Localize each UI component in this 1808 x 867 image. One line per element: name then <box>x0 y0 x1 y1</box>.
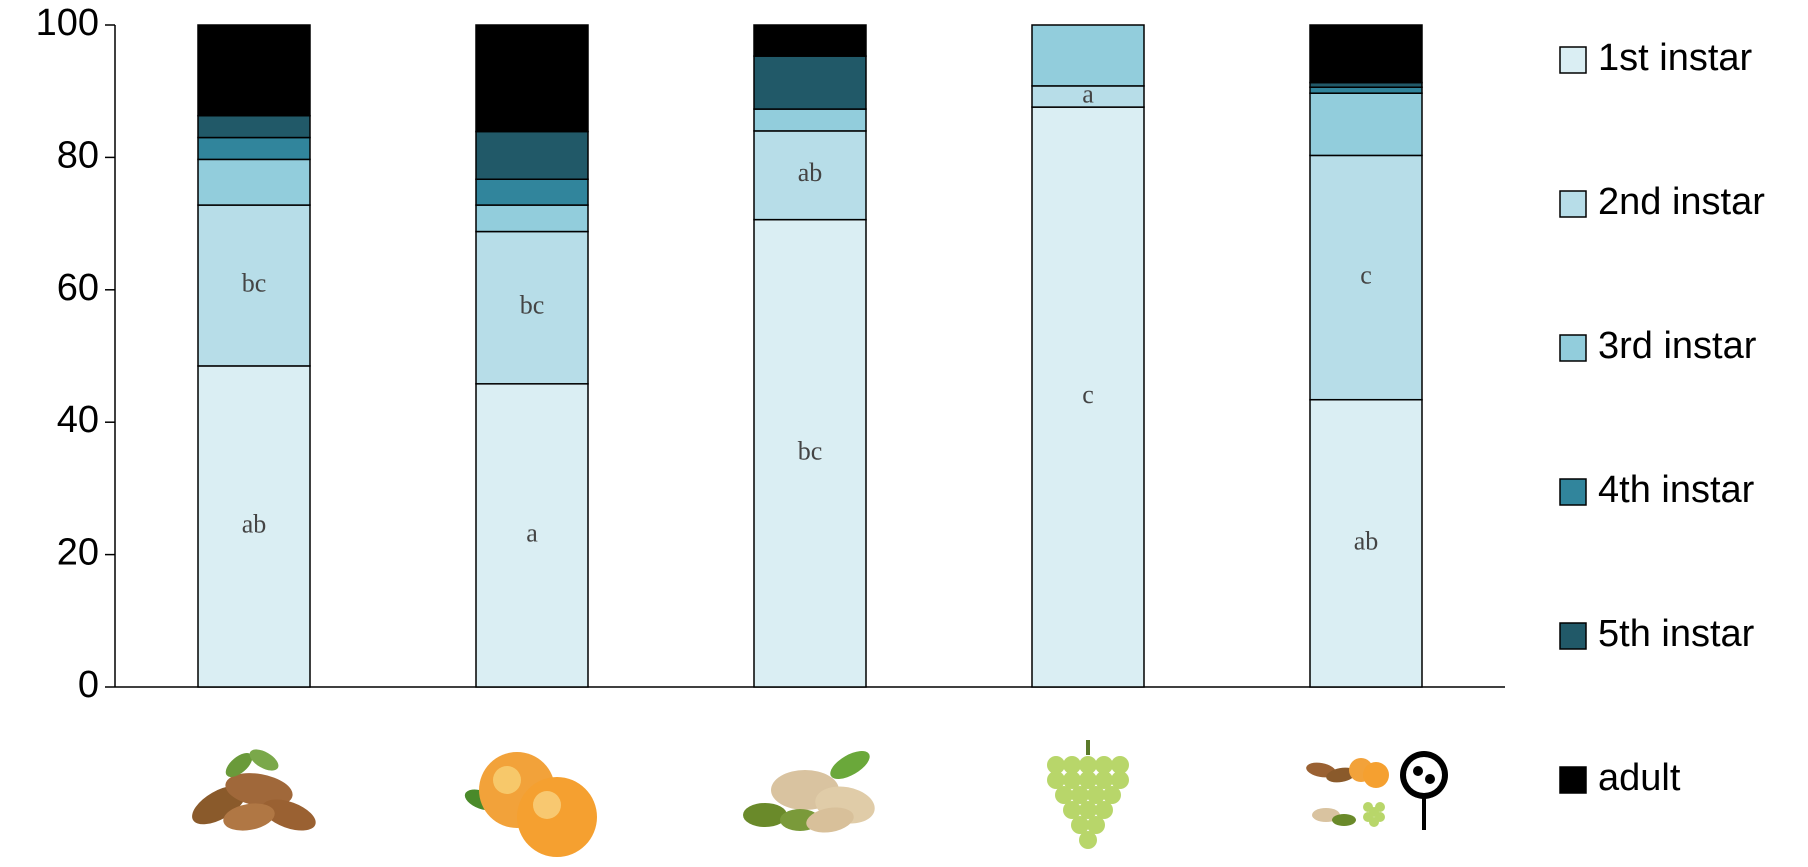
icon-shape <box>1413 766 1423 776</box>
segment-annotation: bc <box>242 268 267 297</box>
icon-shape <box>225 773 293 807</box>
icon-shape <box>1111 771 1129 789</box>
icon-shape <box>1063 771 1081 789</box>
icon-shape <box>225 753 253 777</box>
category-icon <box>1306 751 1448 830</box>
icon-shape <box>1375 812 1385 822</box>
icon-shape <box>517 777 597 857</box>
icon-shape <box>1095 771 1113 789</box>
legend-swatch <box>1559 46 1587 74</box>
bar-segment <box>753 108 867 132</box>
legend-swatch <box>1559 478 1587 506</box>
legend-label: 4th instar <box>1598 469 1755 511</box>
bar-segment <box>197 204 311 367</box>
bar-segment <box>1309 24 1423 84</box>
icon-shape <box>493 766 521 794</box>
icon-shape <box>1086 740 1090 755</box>
icon-shape <box>1055 786 1073 804</box>
icon-shape <box>1047 756 1065 774</box>
legend-label: 2nd instar <box>1598 181 1765 223</box>
segment-annotation: ab <box>242 509 267 538</box>
bar-segment <box>1031 24 1145 87</box>
bar-segment <box>1309 398 1423 688</box>
y-tick-label: 80 <box>57 134 99 176</box>
bar-segment <box>475 204 589 233</box>
bar-segment <box>475 24 589 133</box>
legend-swatch <box>1559 622 1587 650</box>
y-tick-label: 0 <box>78 664 99 706</box>
icon-shape <box>1095 756 1113 774</box>
y-tick-label: 100 <box>36 2 99 44</box>
segment-annotation: bc <box>798 436 823 465</box>
icon-shape <box>1326 767 1356 783</box>
segment-annotation: ab <box>1354 526 1379 555</box>
segment-annotation: a <box>1082 79 1094 108</box>
bar-segment <box>1309 86 1423 94</box>
bar-segment <box>475 130 589 180</box>
icon-shape <box>533 791 561 819</box>
icon-shape <box>806 807 854 833</box>
segment-annotation: ab <box>798 158 823 187</box>
bar-segment <box>753 24 867 57</box>
icon-shape <box>1103 786 1121 804</box>
icon-shape <box>1079 831 1097 849</box>
y-tick-label: 20 <box>57 532 99 574</box>
bar-segment <box>753 55 867 110</box>
icon-shape <box>1071 816 1089 834</box>
icon-shape <box>743 803 787 827</box>
icon-shape <box>1375 802 1385 812</box>
legend-swatch <box>1559 766 1587 794</box>
legend-label: adult <box>1598 757 1681 799</box>
icon-shape <box>1087 786 1105 804</box>
bar-segment <box>475 230 589 385</box>
segment-annotation: a <box>526 518 538 547</box>
bar-segment <box>197 158 311 206</box>
bar-segment <box>197 114 311 139</box>
legend-label: 3rd instar <box>1598 325 1757 367</box>
icon-shape <box>1111 756 1129 774</box>
category-icon <box>1047 740 1129 849</box>
legend-swatch <box>1559 334 1587 362</box>
category-icon <box>464 752 597 857</box>
icon-shape <box>1063 756 1081 774</box>
bar-segment <box>753 218 867 688</box>
bar-segment <box>1031 106 1145 688</box>
y-tick-label: 40 <box>57 399 99 441</box>
category-icon <box>743 751 875 833</box>
icon-shape <box>262 799 316 831</box>
icon-shape <box>1079 801 1097 819</box>
icon-shape <box>1047 771 1065 789</box>
category-icon <box>192 749 316 831</box>
icon-shape <box>1425 774 1435 784</box>
legend-label: 5th instar <box>1598 613 1755 655</box>
icon-shape <box>1406 757 1442 793</box>
legend-label: 1st instar <box>1598 37 1753 79</box>
segment-annotation: c <box>1082 380 1094 409</box>
bar-segment <box>475 383 589 688</box>
bar-segment <box>197 136 311 161</box>
icon-shape <box>1095 801 1113 819</box>
bar-segment <box>475 178 589 206</box>
icon-shape <box>1363 762 1389 788</box>
segment-annotation: bc <box>520 291 545 320</box>
icon-shape <box>1071 786 1089 804</box>
icon-shape <box>1063 801 1081 819</box>
bar-segment <box>197 24 311 117</box>
segment-annotation: c <box>1360 261 1372 290</box>
bar-segment <box>197 365 311 688</box>
icon-shape <box>223 803 275 831</box>
legend-swatch <box>1559 190 1587 218</box>
icon-shape <box>1422 785 1426 830</box>
icon-shape <box>1079 771 1097 789</box>
icon-shape <box>1332 814 1356 826</box>
icon-shape <box>1087 816 1105 834</box>
y-tick-label: 60 <box>57 267 99 309</box>
bar-segment <box>1309 92 1423 157</box>
icon-shape <box>1079 756 1097 774</box>
bar-segment <box>1309 154 1423 401</box>
icon-shape <box>830 751 870 779</box>
icon-shape <box>249 749 279 771</box>
